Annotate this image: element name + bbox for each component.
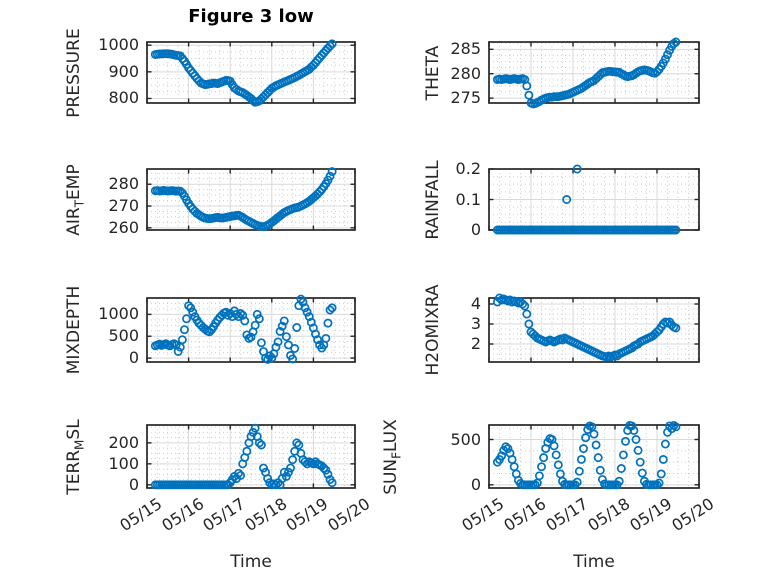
- subplot-rainfall: [488, 164, 700, 235]
- subplot-sun-flux: [488, 421, 700, 490]
- subplot-mixdepth: [146, 294, 356, 364]
- subplot-air-temp: [146, 167, 356, 232]
- subplot-terr-msl: [146, 423, 356, 490]
- theta-series: [492, 37, 681, 109]
- rainfall-series: [492, 164, 681, 235]
- subplot-pressure: [146, 39, 356, 107]
- subplot-h2omixra: [488, 293, 700, 363]
- pressure-series: [150, 39, 337, 107]
- air-temp-series: [150, 167, 337, 232]
- subplot-theta: [488, 37, 700, 109]
- sun-flux-series: [492, 421, 681, 490]
- h2omixra-series: [492, 293, 681, 362]
- mixdepth-series: [150, 294, 337, 364]
- terr-msl-series: [150, 423, 337, 490]
